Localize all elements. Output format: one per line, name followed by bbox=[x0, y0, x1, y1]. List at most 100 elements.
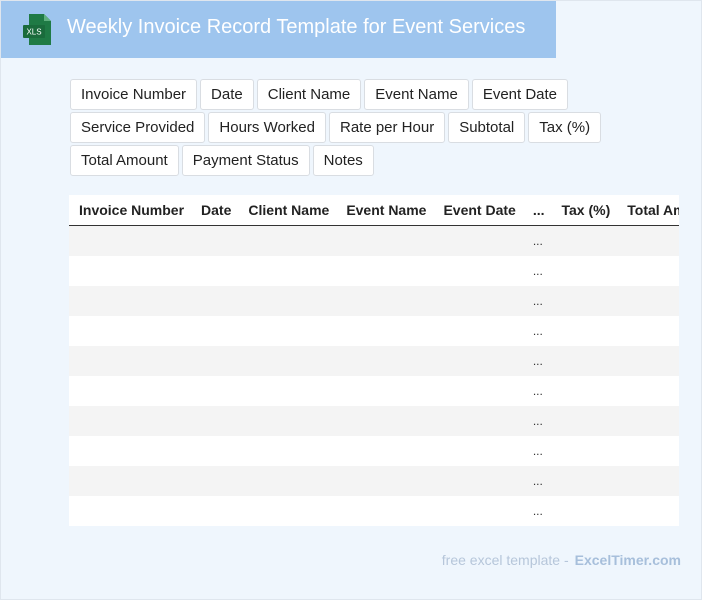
table-cell bbox=[551, 436, 618, 466]
table-cell bbox=[238, 316, 337, 346]
table-cell bbox=[617, 286, 679, 316]
table-cell bbox=[551, 286, 618, 316]
table-cell bbox=[69, 436, 192, 466]
table-cell bbox=[191, 376, 239, 406]
table-cell: ... bbox=[522, 286, 552, 316]
table-cell bbox=[238, 436, 337, 466]
field-chip: Total Amount bbox=[70, 145, 179, 176]
table-cell bbox=[617, 466, 679, 496]
field-chip: Payment Status bbox=[181, 145, 310, 176]
table-cell bbox=[238, 406, 337, 436]
column-header: Total Amount bbox=[617, 195, 679, 226]
table-cell bbox=[617, 376, 679, 406]
table-cell bbox=[551, 376, 618, 406]
table-cell bbox=[191, 436, 239, 466]
table-cell bbox=[551, 346, 618, 376]
table-cell bbox=[433, 406, 523, 436]
table-row: ... bbox=[69, 286, 679, 316]
table-row: ... bbox=[69, 496, 679, 526]
table-cell bbox=[69, 256, 192, 286]
field-chip: Service Provided bbox=[70, 112, 206, 143]
table-cell: ... bbox=[522, 225, 552, 256]
footer-text: free excel template - bbox=[441, 552, 569, 568]
field-chip: Event Name bbox=[364, 79, 469, 110]
table-cell: ... bbox=[522, 406, 552, 436]
table-row: ... bbox=[69, 225, 679, 256]
table-cell bbox=[617, 225, 679, 256]
table-cell bbox=[69, 346, 192, 376]
table-cell bbox=[69, 316, 192, 346]
footer-brand[interactable]: ExcelTimer.com bbox=[574, 552, 681, 568]
column-header: Tax (%) bbox=[551, 195, 618, 226]
table-cell bbox=[238, 496, 337, 526]
table-row: ... bbox=[69, 346, 679, 376]
table-cell bbox=[238, 286, 337, 316]
table-cell bbox=[551, 316, 618, 346]
table-row: ... bbox=[69, 436, 679, 466]
table-cell bbox=[551, 225, 618, 256]
table-cell bbox=[433, 256, 523, 286]
table-cell bbox=[433, 286, 523, 316]
table-cell bbox=[238, 256, 337, 286]
table-cell bbox=[617, 346, 679, 376]
table-cell bbox=[191, 225, 239, 256]
table-cell bbox=[191, 466, 239, 496]
table-cell: ... bbox=[522, 466, 552, 496]
field-chip: Hours Worked bbox=[208, 112, 326, 143]
field-chip: Notes bbox=[312, 145, 374, 176]
table-cell bbox=[191, 406, 239, 436]
table-cell bbox=[336, 286, 434, 316]
table-cell bbox=[191, 286, 239, 316]
table-cell bbox=[617, 436, 679, 466]
table-cell: ... bbox=[522, 256, 552, 286]
field-chip: Tax (%) bbox=[528, 112, 602, 143]
field-chip: Date bbox=[200, 79, 254, 110]
column-header: Date bbox=[191, 195, 239, 226]
field-chip: Client Name bbox=[256, 79, 362, 110]
table-row: ... bbox=[69, 406, 679, 436]
column-header: ... bbox=[522, 195, 552, 226]
table-cell bbox=[238, 225, 337, 256]
table-row: ... bbox=[69, 466, 679, 496]
column-header: Client Name bbox=[238, 195, 337, 226]
header-row: Invoice Number Date Client Name Event Name E… bbox=[69, 195, 679, 226]
table-cell bbox=[336, 466, 434, 496]
table-cell bbox=[336, 225, 434, 256]
table-cell: ... bbox=[522, 346, 552, 376]
title: Weekly Invoice Record Template for Event… bbox=[67, 16, 526, 38]
table-cell bbox=[617, 256, 679, 286]
table-cell bbox=[238, 466, 337, 496]
table-cell: ... bbox=[522, 496, 552, 526]
table-cell bbox=[69, 225, 192, 256]
table-cell: ... bbox=[522, 316, 552, 346]
table-cell bbox=[433, 466, 523, 496]
table-cell bbox=[433, 346, 523, 376]
icon-label: XLS bbox=[26, 28, 41, 37]
column-header: Event Date bbox=[433, 195, 523, 226]
table-cell bbox=[433, 496, 523, 526]
table-row: ... bbox=[69, 376, 679, 406]
field-chip: Subtotal bbox=[448, 112, 526, 143]
table-row: ... bbox=[69, 316, 679, 346]
table-cell bbox=[238, 346, 337, 376]
field-chip: Invoice Number bbox=[70, 79, 198, 110]
table-cell bbox=[69, 466, 192, 496]
table-cell bbox=[617, 406, 679, 436]
table-cell bbox=[336, 316, 434, 346]
table-cell bbox=[336, 406, 434, 436]
table-cell bbox=[551, 256, 618, 286]
table-cell bbox=[69, 376, 192, 406]
table-cell bbox=[433, 316, 523, 346]
table-cell bbox=[551, 406, 618, 436]
footer: free excel template - ExcelTimer.com bbox=[442, 552, 681, 568]
table-cell bbox=[336, 496, 434, 526]
field-chip: Rate per Hour bbox=[328, 112, 446, 143]
invoice-table: Invoice Number Date Client Name Event Name E… bbox=[69, 195, 679, 526]
table-cell bbox=[191, 316, 239, 346]
column-header: Event Name bbox=[336, 195, 434, 226]
column-header: Invoice Number bbox=[69, 195, 192, 226]
table-cell: ... bbox=[522, 376, 552, 406]
table-cell: ... bbox=[522, 436, 552, 466]
table-cell bbox=[433, 225, 523, 256]
table-cell bbox=[617, 496, 679, 526]
